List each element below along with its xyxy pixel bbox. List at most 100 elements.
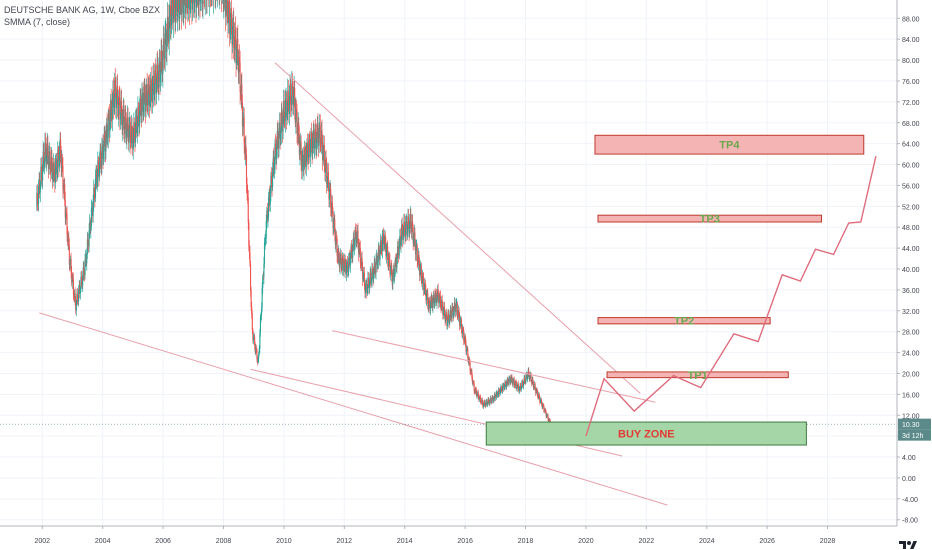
candle — [321, 119, 323, 148]
candle — [489, 395, 491, 403]
candle — [530, 372, 532, 383]
candle-body — [320, 143, 322, 144]
candle-body — [359, 247, 361, 264]
candle-body — [279, 123, 281, 139]
candle-body — [352, 244, 354, 258]
candle — [518, 385, 520, 394]
candle-body — [281, 112, 283, 119]
candle-body — [153, 75, 155, 95]
candle-body — [288, 95, 291, 114]
x-tick-label: 2008 — [216, 538, 232, 545]
symbol-title[interactable]: DEUTSCHE BANK AG, 1W, Cboe BZX — [4, 5, 161, 15]
x-tick-label: 2016 — [457, 538, 473, 545]
candle-body — [367, 277, 370, 283]
candle — [383, 227, 385, 252]
candle — [546, 413, 548, 418]
candle — [148, 74, 151, 119]
candle — [226, 0, 228, 15]
candle-body — [444, 306, 446, 317]
candle — [358, 242, 360, 258]
candle — [112, 77, 115, 120]
candle — [462, 324, 464, 339]
candle-body — [65, 212, 67, 214]
candle-body — [59, 139, 61, 152]
candle — [420, 262, 422, 284]
candle-body — [263, 263, 265, 278]
candle — [503, 382, 505, 392]
candle-body — [478, 396, 480, 400]
candle-body — [351, 246, 353, 253]
candle-body — [146, 84, 148, 103]
candle-body — [61, 158, 63, 169]
candle-body — [392, 269, 394, 276]
candle-body — [294, 87, 296, 108]
candle-body — [105, 123, 108, 135]
candle — [540, 397, 542, 404]
candle-body — [225, 0, 227, 17]
tradingview-logo-icon[interactable] — [898, 540, 918, 550]
candle — [137, 101, 140, 123]
candle — [532, 376, 534, 385]
candle — [344, 254, 346, 273]
candle — [289, 74, 291, 102]
candle-body — [393, 269, 395, 277]
candle-body — [481, 399, 483, 403]
candle-body — [262, 276, 264, 288]
candle-body — [534, 384, 536, 387]
candle-body — [85, 256, 87, 264]
candle-body — [431, 302, 433, 308]
candle-body — [285, 99, 287, 101]
candle-body — [493, 394, 496, 399]
candle — [283, 90, 285, 128]
indicator-label[interactable]: SMMA (7, close) — [4, 17, 71, 27]
candle — [341, 257, 343, 274]
candle — [356, 231, 358, 248]
candle-body — [139, 96, 141, 111]
candle — [64, 191, 66, 226]
candle — [290, 78, 292, 117]
candle — [391, 269, 393, 290]
candle — [140, 99, 142, 128]
candle-body — [486, 403, 489, 405]
candle — [455, 298, 457, 317]
candle — [360, 252, 363, 272]
candle-body — [234, 29, 236, 50]
candle-body — [199, 0, 201, 2]
candle — [486, 399, 488, 407]
candle — [227, 0, 230, 34]
candle-body — [61, 158, 63, 166]
candle-body — [237, 60, 239, 73]
candle-body — [76, 293, 79, 300]
candle-body — [193, 2, 195, 4]
candle-body — [178, 0, 180, 19]
candle-body — [504, 381, 506, 388]
candle-body — [318, 127, 320, 147]
candle-body — [185, 0, 187, 14]
candle-body — [317, 138, 320, 147]
candle — [87, 239, 90, 253]
zone-buy-zone: BUY ZONE — [485, 421, 807, 446]
candle-body — [431, 296, 433, 303]
x-tick-label: 2004 — [95, 538, 111, 545]
candle-body — [427, 303, 429, 309]
candle — [480, 394, 482, 404]
candle-body — [483, 401, 485, 405]
candle-body — [502, 385, 504, 392]
candle-body — [316, 137, 318, 150]
candle-body — [126, 131, 128, 138]
candle-body — [114, 80, 116, 104]
candle — [102, 134, 104, 170]
candle — [481, 397, 483, 405]
candle — [93, 179, 95, 212]
candle-body — [509, 377, 511, 383]
y-tick-label: 84.00 — [902, 37, 920, 44]
candle-body — [448, 318, 450, 324]
candle-body — [323, 145, 325, 152]
candle-body — [342, 258, 345, 271]
candle — [522, 380, 525, 390]
candle-body — [134, 134, 136, 142]
candle-body — [64, 200, 66, 218]
candle-body — [432, 294, 435, 299]
candle — [345, 260, 347, 282]
